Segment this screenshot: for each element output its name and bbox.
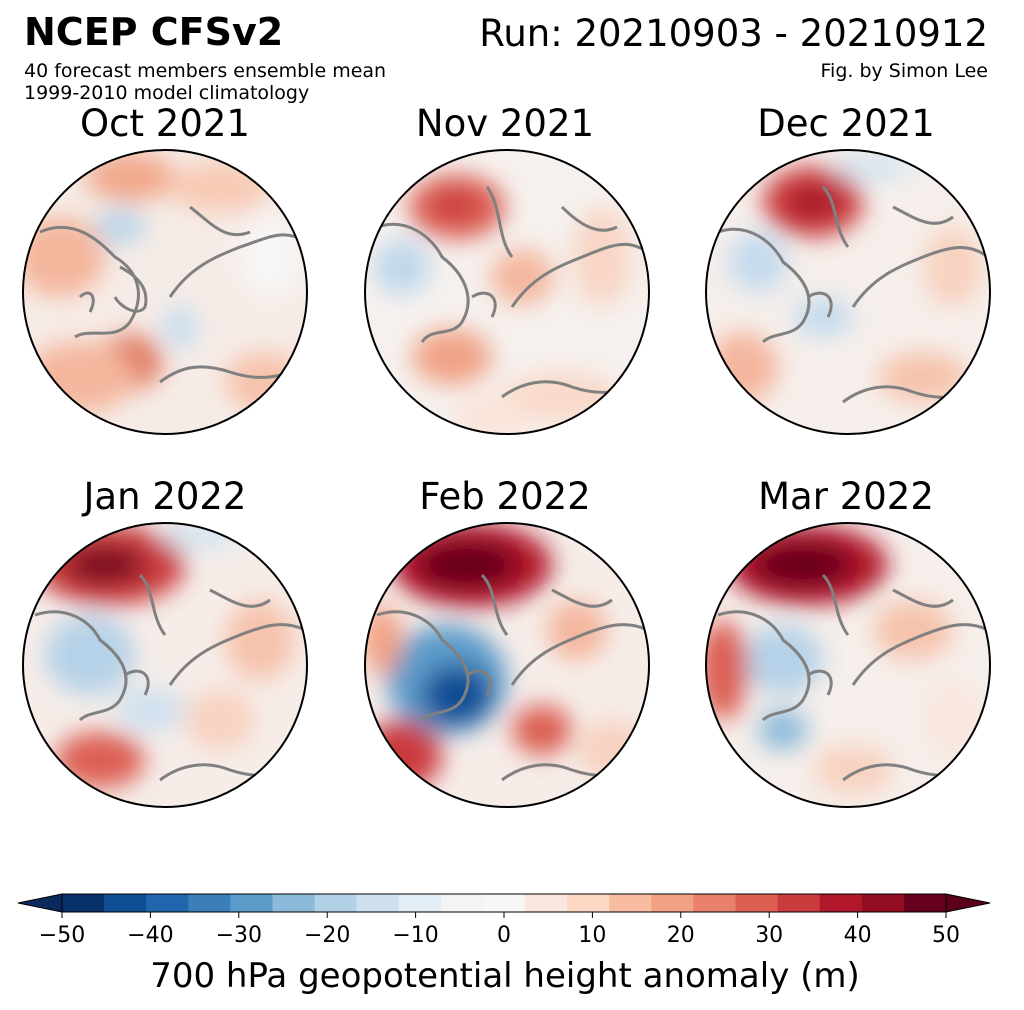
map-mar-2022	[705, 522, 991, 808]
run-dates: Run: 20210903 - 20210912	[479, 12, 988, 55]
colorbar-bin	[903, 894, 947, 912]
ensemble-note: 40 forecast members ensemble mean	[24, 60, 387, 82]
colorbar-extend-high	[945, 893, 991, 913]
colorbar-tick-label: 20	[667, 923, 695, 948]
colorbar-tick-label: −20	[304, 923, 350, 948]
figure-title: NCEP CFSv2	[24, 10, 284, 54]
colorbar-bin	[272, 894, 316, 912]
colorbar-bin	[188, 894, 231, 912]
map-nov-2021	[364, 149, 650, 435]
colorbar-tick-label: 50	[932, 923, 960, 948]
colorbar-bin	[819, 894, 863, 912]
colorbar-extend-low	[17, 893, 63, 913]
colorbar-bin	[398, 894, 442, 912]
colorbar-bin	[230, 894, 273, 912]
colorbar-bin	[356, 894, 400, 912]
colorbar-bin	[735, 894, 779, 912]
colorbar-tick-label: 30	[755, 923, 783, 948]
colorbar-bin	[440, 894, 484, 912]
colorbar-tick-label: 10	[578, 923, 606, 948]
colorbar-bin	[609, 894, 652, 912]
colorbar-bin	[104, 894, 147, 912]
figure-credit: Fig. by Simon Lee	[820, 60, 989, 82]
colorbar-label: 700 hPa geopotential height anomaly (m)	[150, 956, 860, 996]
map-feb-2022	[364, 522, 650, 808]
colorbar-bin	[861, 894, 905, 912]
panel-title-feb-2022: Feb 2022	[419, 475, 591, 518]
panel-title-jan-2022: Jan 2022	[83, 475, 247, 518]
panel-title-dec-2021: Dec 2021	[757, 102, 935, 145]
panel-title-mar-2022: Mar 2022	[758, 475, 934, 518]
climatology-note: 1999-2010 model climatology	[24, 82, 310, 104]
colorbar-bin	[567, 894, 610, 912]
map-dec-2021	[705, 149, 991, 435]
map-oct-2021	[22, 149, 308, 435]
panel-title-nov-2021: Nov 2021	[415, 102, 595, 145]
panel-title-oct-2021: Oct 2021	[80, 102, 250, 145]
map-jan-2022	[22, 522, 308, 808]
colorbar-bin	[777, 894, 821, 912]
colorbar-bin	[482, 894, 526, 912]
colorbar-tick-label: −30	[216, 923, 262, 948]
colorbar-tick-label: 40	[844, 923, 872, 948]
colorbar-bin	[314, 894, 358, 912]
colorbar-bin	[693, 894, 737, 912]
colorbar-bin	[146, 894, 189, 912]
colorbar-tick-label: −50	[39, 923, 85, 948]
colorbar-bin	[651, 894, 694, 912]
colorbar-tick-label: 0	[497, 923, 511, 948]
colorbar-tick-label: −10	[392, 923, 438, 948]
colorbar-bin	[62, 894, 105, 912]
colorbar: −50 −40 −30 −20 −10 0 10 20 30 40 50	[17, 893, 991, 948]
colorbar-bin	[525, 894, 568, 912]
colorbar-tick-label: −40	[127, 923, 173, 948]
